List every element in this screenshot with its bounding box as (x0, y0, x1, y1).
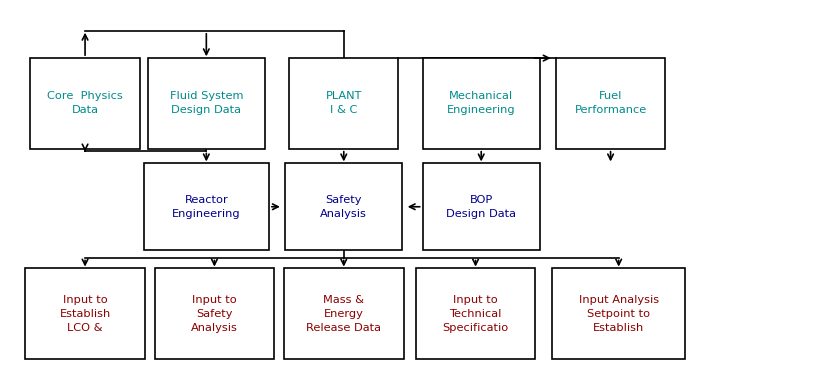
FancyBboxPatch shape (285, 163, 403, 250)
FancyBboxPatch shape (556, 58, 665, 149)
FancyBboxPatch shape (290, 58, 398, 149)
Text: Mass &
Energy
Release Data: Mass & Energy Release Data (306, 295, 381, 333)
Text: Input to
Technical
Specificatio: Input to Technical Specificatio (442, 295, 509, 333)
FancyBboxPatch shape (416, 268, 535, 359)
Text: BOP
Design Data: BOP Design Data (446, 195, 516, 219)
FancyBboxPatch shape (148, 58, 265, 149)
Text: Fuel
Performance: Fuel Performance (574, 91, 647, 115)
FancyBboxPatch shape (284, 268, 403, 359)
FancyBboxPatch shape (31, 58, 139, 149)
Text: Input to
Safety
Analysis: Input to Safety Analysis (191, 295, 238, 333)
FancyBboxPatch shape (422, 163, 540, 250)
FancyBboxPatch shape (422, 58, 540, 149)
Text: Reactor
Engineering: Reactor Engineering (172, 195, 241, 219)
FancyBboxPatch shape (144, 163, 269, 250)
Text: Core  Physics
Data: Core Physics Data (47, 91, 123, 115)
Text: Input to
Establish
LCO &: Input to Establish LCO & (59, 295, 111, 333)
FancyBboxPatch shape (552, 268, 686, 359)
FancyBboxPatch shape (154, 268, 274, 359)
Text: PLANT
I & C: PLANT I & C (326, 91, 362, 115)
Text: Input Analysis
Setpoint to
Establish: Input Analysis Setpoint to Establish (578, 295, 658, 333)
Text: Mechanical
Engineering: Mechanical Engineering (447, 91, 516, 115)
FancyBboxPatch shape (26, 268, 145, 359)
Text: Safety
Analysis: Safety Analysis (320, 195, 367, 219)
Text: Fluid System
Design Data: Fluid System Design Data (170, 91, 243, 115)
